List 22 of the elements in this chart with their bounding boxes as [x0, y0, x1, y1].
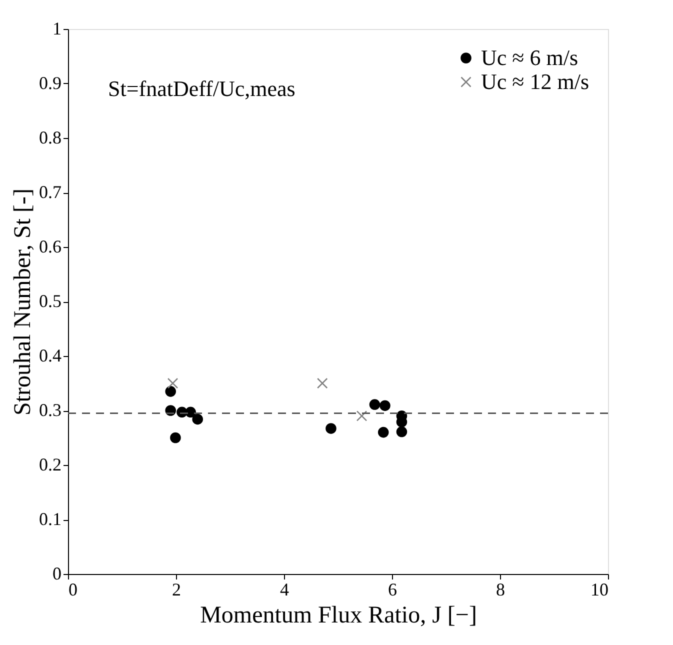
y-tick-label: 0.8	[39, 128, 62, 148]
x-axis-title: Momentum Flux Ratio, J [−]	[200, 602, 477, 628]
y-tick-label: 1	[52, 18, 62, 38]
y-tick-label: 0.6	[39, 236, 62, 256]
y-tick-label: 0.7	[39, 182, 62, 202]
y-tick-label: 0.2	[39, 454, 62, 474]
annotation: St=fnatDeff/Uc,meas	[108, 76, 296, 101]
y-tick-label: 0.1	[39, 509, 62, 529]
y-axis-title: Strouhal Number, St [-]	[10, 188, 36, 416]
legend-label: Uc ≈ 12 m/s	[481, 69, 590, 94]
x-tick-label: 8	[496, 580, 505, 600]
y-tick-label: 0	[52, 564, 62, 584]
y-tick-label: 0.4	[39, 346, 62, 366]
legend-label: Uc ≈ 6 m/s	[481, 45, 578, 70]
x-tick-label: 0	[68, 580, 78, 600]
y-tick-label: 0.9	[39, 73, 62, 93]
x-tick-label: 4	[280, 580, 289, 600]
x-tick-label: 2	[172, 580, 181, 600]
y-tick-label: 0.3	[39, 400, 62, 420]
y-tick-label: 0.5	[39, 291, 62, 311]
x-tick-label: 6	[388, 580, 397, 600]
x-tick-label: 10	[590, 580, 608, 600]
